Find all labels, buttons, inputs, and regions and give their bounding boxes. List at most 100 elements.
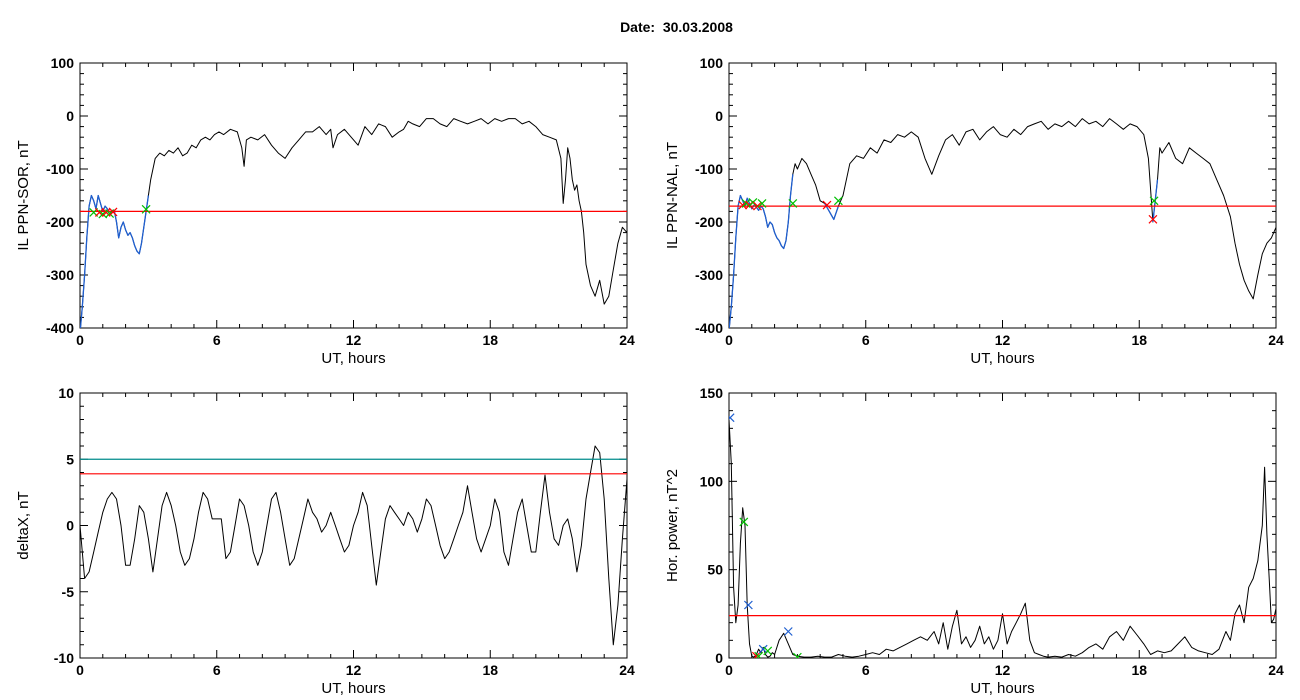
marker-stroke [756, 651, 764, 658]
page-title: Date: 30.03.2008 [620, 19, 733, 35]
x-axis-label: UT, hours [970, 350, 1034, 367]
plot-area [80, 118, 627, 328]
x-tick-label: 12 [995, 332, 1011, 348]
x-tick-label: 24 [619, 332, 635, 348]
marker-stroke [729, 413, 735, 420]
marker-stroke [1149, 196, 1159, 206]
x-tick-label: 18 [482, 662, 498, 678]
plot-area [729, 118, 1276, 328]
marker-cross [108, 207, 118, 217]
chart-panel-4: 0 6 12 18 24 0 50 100 150 UT, hours Hor. power, nT… [664, 385, 1284, 697]
y-tick-label: 0 [715, 650, 723, 666]
y-tick-label: 0 [715, 108, 723, 124]
series-line [80, 118, 627, 328]
y-tick-label: -400 [46, 320, 74, 336]
marker-cross [1148, 214, 1158, 224]
x-tick-label: 0 [76, 662, 84, 678]
marker-stroke [141, 204, 151, 214]
series-line-highlight [824, 203, 840, 221]
y-tick-label: 100 [51, 55, 75, 71]
plot-area [729, 413, 1276, 658]
y-axis-label: Hor. power, nT^2 [664, 469, 681, 582]
series-line [729, 419, 1276, 658]
marker-cross [783, 627, 793, 636]
y-tick-label: 10 [58, 385, 74, 401]
plot-frame [728, 392, 1277, 659]
marker-stroke [758, 644, 768, 654]
marker-stroke [108, 207, 118, 217]
x-tick-label: 18 [482, 332, 498, 348]
marker-cross [788, 199, 798, 208]
chart-panel-2: 0 6 12 18 24 -400 -300 -200 -100 0 100 UT, hours IL … [664, 55, 1284, 367]
y-tick-label: -400 [695, 320, 723, 336]
y-tick-label: 100 [700, 473, 724, 489]
series-line-highlight [1152, 179, 1159, 223]
marker-stroke [753, 651, 761, 658]
marker-stroke [748, 197, 758, 207]
x-tick-label: 12 [346, 662, 362, 678]
marker-cross [758, 644, 768, 654]
x-tick-label: 24 [1268, 662, 1284, 678]
x-tick-label: 6 [213, 662, 221, 678]
marker-stroke [739, 517, 749, 527]
y-tick-label: -200 [46, 214, 74, 230]
marker-cross [753, 201, 762, 211]
plot-frame [728, 62, 1277, 329]
y-axis-label: deltaX, nT [15, 491, 32, 559]
x-tick-label: 18 [1131, 662, 1147, 678]
marker-cross [822, 200, 832, 210]
y-tick-label: 0 [66, 518, 74, 534]
marker-cross [792, 652, 802, 658]
y-tick-label: 5 [66, 451, 74, 467]
x-tick-label: 18 [1131, 332, 1147, 348]
marker-cross [743, 600, 753, 610]
x-tick-label: 0 [725, 332, 733, 348]
marker-cross [739, 517, 749, 527]
marker-stroke [763, 646, 773, 656]
marker-stroke [101, 208, 111, 217]
y-tick-label: -100 [46, 161, 74, 177]
marker-stroke [833, 196, 843, 206]
marker-stroke [795, 652, 802, 658]
marker-cross [141, 204, 151, 214]
x-tick-label: 12 [995, 662, 1011, 678]
y-tick-label: -200 [695, 214, 723, 230]
x-tick-label: 24 [619, 662, 635, 678]
marker-cross [833, 196, 843, 206]
x-tick-label: 6 [862, 332, 870, 348]
marker-stroke [757, 199, 767, 208]
y-tick-label: 0 [66, 108, 74, 124]
plot-area [80, 445, 627, 646]
marker-cross [754, 651, 764, 658]
series-line [729, 118, 1276, 328]
marker-stroke [1148, 214, 1158, 224]
marker-cross [729, 413, 735, 423]
series-line-highlight [729, 174, 794, 328]
x-axis-label: UT, hours [970, 680, 1034, 697]
marker-cross [101, 208, 111, 217]
x-tick-label: 6 [862, 662, 870, 678]
marker-stroke [743, 600, 753, 610]
x-tick-label: 24 [1268, 332, 1284, 348]
marker-stroke [788, 199, 798, 208]
marker-cross [751, 651, 761, 658]
marker-stroke [741, 199, 751, 208]
x-axis-label: UT, hours [321, 680, 385, 697]
y-axis-label: IL PPN-NAL, nT [664, 142, 681, 249]
y-tick-label: -300 [46, 267, 74, 283]
marker-stroke [753, 201, 762, 211]
x-tick-label: 6 [213, 332, 221, 348]
marker-cross [1149, 196, 1159, 206]
y-tick-label: -300 [695, 267, 723, 283]
y-tick-label: -5 [62, 584, 75, 600]
series-line [80, 445, 627, 646]
y-tick-label: -10 [54, 650, 74, 666]
plot-frame [79, 62, 628, 329]
y-tick-label: 100 [700, 55, 724, 71]
x-axis-label: UT, hours [321, 350, 385, 367]
marker-stroke [822, 200, 832, 210]
y-tick-label: -100 [695, 161, 723, 177]
marker-cross [763, 646, 773, 656]
